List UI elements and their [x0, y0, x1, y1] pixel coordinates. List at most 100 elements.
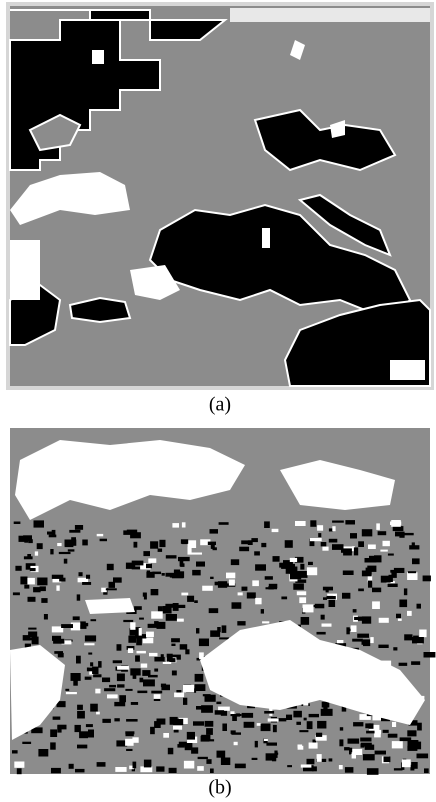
speck: [398, 619, 402, 621]
speck: [184, 761, 194, 769]
speck: [130, 532, 141, 538]
speck: [141, 664, 148, 668]
speck: [57, 725, 66, 730]
figure: (a) (b): [0, 0, 436, 802]
speck: [197, 766, 204, 771]
speck: [238, 592, 243, 595]
region: [230, 8, 430, 22]
speck: [151, 691, 162, 694]
speck: [309, 743, 318, 749]
speck: [231, 559, 239, 565]
speck: [296, 722, 301, 725]
speck: [301, 765, 312, 768]
speck: [144, 760, 152, 768]
speck: [219, 522, 229, 525]
speck: [242, 587, 248, 591]
speck: [358, 541, 364, 547]
speck: [194, 600, 198, 603]
speck: [192, 570, 201, 576]
speck: [310, 520, 316, 527]
speck: [102, 719, 111, 723]
speck: [107, 694, 118, 698]
speck: [281, 566, 293, 569]
speck: [404, 533, 413, 535]
page: (a) (b) (() => { const data = JSON.parse…: [0, 0, 436, 802]
speck: [205, 721, 214, 727]
speck: [304, 718, 307, 721]
speck: [148, 624, 159, 628]
speck: [163, 662, 171, 664]
speck: [79, 731, 88, 738]
speck: [367, 768, 379, 775]
speck: [255, 564, 266, 570]
speck: [358, 589, 364, 592]
speck: [156, 766, 164, 771]
speck: [24, 556, 33, 559]
speck: [137, 651, 146, 654]
speck: [109, 582, 116, 588]
speck: [206, 759, 211, 764]
speck: [40, 586, 46, 591]
speck: [201, 735, 210, 740]
speck: [370, 637, 373, 643]
speck: [173, 603, 179, 611]
speck: [380, 550, 387, 552]
speck: [332, 521, 344, 523]
speck: [23, 635, 31, 640]
speck: [272, 529, 279, 532]
speck: [183, 685, 194, 693]
speck: [321, 615, 325, 620]
speck: [281, 597, 287, 600]
speck: [247, 592, 256, 598]
speck: [86, 575, 90, 579]
speck: [73, 680, 78, 686]
caption: (a): [209, 394, 231, 416]
speck: [285, 540, 293, 548]
speck: [93, 674, 101, 677]
speck: [379, 618, 389, 623]
speck: [411, 762, 418, 769]
speck: [20, 577, 27, 585]
speck: [134, 606, 142, 610]
speck: [251, 538, 258, 542]
speck: [361, 744, 365, 748]
region: [92, 50, 104, 64]
speck: [47, 532, 53, 535]
speck: [158, 606, 163, 612]
speck: [126, 749, 132, 751]
speck: [87, 668, 97, 672]
speck: [58, 653, 64, 658]
speck: [237, 621, 245, 625]
speck: [13, 592, 20, 595]
speck: [252, 580, 259, 586]
speck: [234, 742, 238, 745]
speck: [59, 578, 65, 582]
speck: [128, 636, 136, 643]
speck: [130, 668, 140, 675]
speck: [332, 526, 335, 531]
speck: [106, 588, 117, 590]
speck: [125, 739, 134, 746]
speck: [75, 725, 81, 732]
speck: [337, 640, 343, 643]
speck: [384, 757, 391, 763]
speck: [244, 722, 255, 728]
speck: [402, 759, 411, 767]
speck: [181, 593, 188, 596]
speck: [154, 669, 158, 672]
speck: [168, 748, 174, 755]
speck: [73, 616, 80, 620]
speck: [115, 767, 126, 772]
speck: [323, 587, 333, 591]
speck: [64, 559, 68, 564]
speck: [209, 608, 219, 613]
speck: [133, 762, 137, 769]
speck: [412, 542, 415, 547]
speck: [322, 624, 332, 627]
speck: [272, 758, 276, 762]
speck: [242, 713, 254, 718]
speck: [295, 521, 306, 526]
region: [262, 228, 270, 248]
speck: [69, 530, 80, 533]
speck: [303, 604, 314, 612]
